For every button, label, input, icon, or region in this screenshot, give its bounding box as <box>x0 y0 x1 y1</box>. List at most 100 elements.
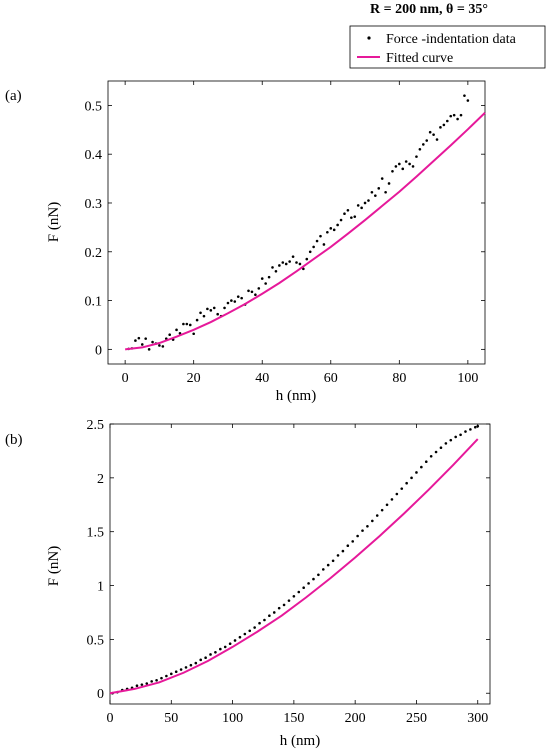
data-point <box>298 262 302 266</box>
data-point <box>466 99 470 102</box>
data-point <box>209 309 213 312</box>
y-tick-label: 0.5 <box>87 633 105 648</box>
figure-title: R = 200 nm, θ = 35° <box>370 2 488 17</box>
data-point <box>274 269 278 273</box>
data-point <box>420 465 423 469</box>
data-point <box>326 230 329 234</box>
data-point <box>144 337 147 340</box>
panel-label-b: (b) <box>5 432 23 448</box>
data-point <box>151 340 154 344</box>
data-point <box>233 300 237 303</box>
data-point <box>336 223 339 227</box>
ticks-b: 0 50 100 150 200 250 300 0 0.5 1 1.5 2 2.5 <box>87 418 490 726</box>
data-point <box>287 599 291 602</box>
y-tick-label: 1.5 <box>87 526 105 541</box>
data-point <box>346 544 350 547</box>
x-tick-label: 80 <box>392 371 406 386</box>
data-point <box>308 250 312 254</box>
data-point <box>160 676 163 680</box>
data-point <box>236 295 240 298</box>
data-point <box>195 318 199 322</box>
fitted-curve-a <box>125 112 486 351</box>
data-point <box>456 117 459 121</box>
data-point <box>292 595 296 598</box>
data-point <box>271 266 274 269</box>
data-point <box>161 345 165 348</box>
data-point <box>254 293 257 297</box>
data-point <box>315 239 319 243</box>
data-point <box>317 573 320 577</box>
data-point <box>360 206 363 210</box>
xlabel-a: h (nm) <box>276 388 316 404</box>
data-point <box>219 647 222 651</box>
data-point <box>380 177 384 180</box>
data-point <box>449 114 453 118</box>
data-point <box>418 148 422 151</box>
data-point <box>192 332 195 336</box>
data-point <box>202 314 206 318</box>
data-point <box>400 487 404 490</box>
data-point <box>134 339 137 342</box>
ticks-a: 0 20 40 60 80 100 0 0.1 0.2 0.3 0.4 0.5 <box>85 81 485 386</box>
data-point <box>377 187 381 190</box>
data-point <box>425 139 429 142</box>
y-tick-label: 0.5 <box>85 99 103 114</box>
data-point <box>339 218 343 222</box>
data-point <box>319 234 322 238</box>
data-point <box>341 549 345 553</box>
data-point <box>446 119 449 123</box>
data-point <box>307 582 310 585</box>
x-tick-label: 300 <box>467 711 488 726</box>
data-point <box>346 209 350 212</box>
data-point <box>367 199 370 202</box>
data-point <box>415 155 418 158</box>
data-point <box>395 492 399 496</box>
data-point <box>473 425 477 429</box>
data-point <box>459 433 462 437</box>
data-point <box>189 663 193 667</box>
data-point <box>398 162 401 166</box>
data-point <box>145 682 149 685</box>
data-point <box>405 481 408 485</box>
data-point <box>429 455 433 458</box>
data-point <box>165 674 168 678</box>
data-point <box>463 94 466 97</box>
data-point <box>282 603 286 607</box>
data-point <box>434 450 438 454</box>
data-point <box>442 123 446 127</box>
x-tick-label: 200 <box>345 711 366 726</box>
data-point <box>185 322 189 326</box>
data-point <box>158 344 161 347</box>
data-point <box>408 162 411 166</box>
data-point <box>312 245 315 249</box>
data-point <box>375 514 379 517</box>
legend-data-label: Force -indentation data <box>386 32 517 47</box>
data-point <box>288 260 291 263</box>
x-tick-label: 40 <box>255 371 269 386</box>
x-tick-label: 0 <box>107 711 114 726</box>
data-point <box>169 672 173 676</box>
data-point <box>454 435 457 439</box>
x-tick-label: 100 <box>457 371 478 386</box>
data-point <box>243 632 247 636</box>
data-point <box>250 290 254 294</box>
y-tick-label: 0 <box>97 687 104 702</box>
plot-area-a <box>107 80 486 365</box>
data-point <box>424 460 428 463</box>
data-point <box>363 201 367 205</box>
data-point <box>387 182 391 185</box>
data-point <box>361 529 364 532</box>
data-point <box>295 261 298 264</box>
data-point <box>390 498 394 501</box>
data-point <box>297 590 301 594</box>
data-point <box>394 165 398 168</box>
x-tick-label: 100 <box>222 711 243 726</box>
data-point <box>428 130 432 134</box>
data-point <box>264 282 267 285</box>
data-point <box>476 424 480 428</box>
data-point <box>411 165 415 168</box>
data-point <box>422 143 425 146</box>
data-point <box>449 438 453 442</box>
y-tick-label: 0 <box>95 343 102 358</box>
